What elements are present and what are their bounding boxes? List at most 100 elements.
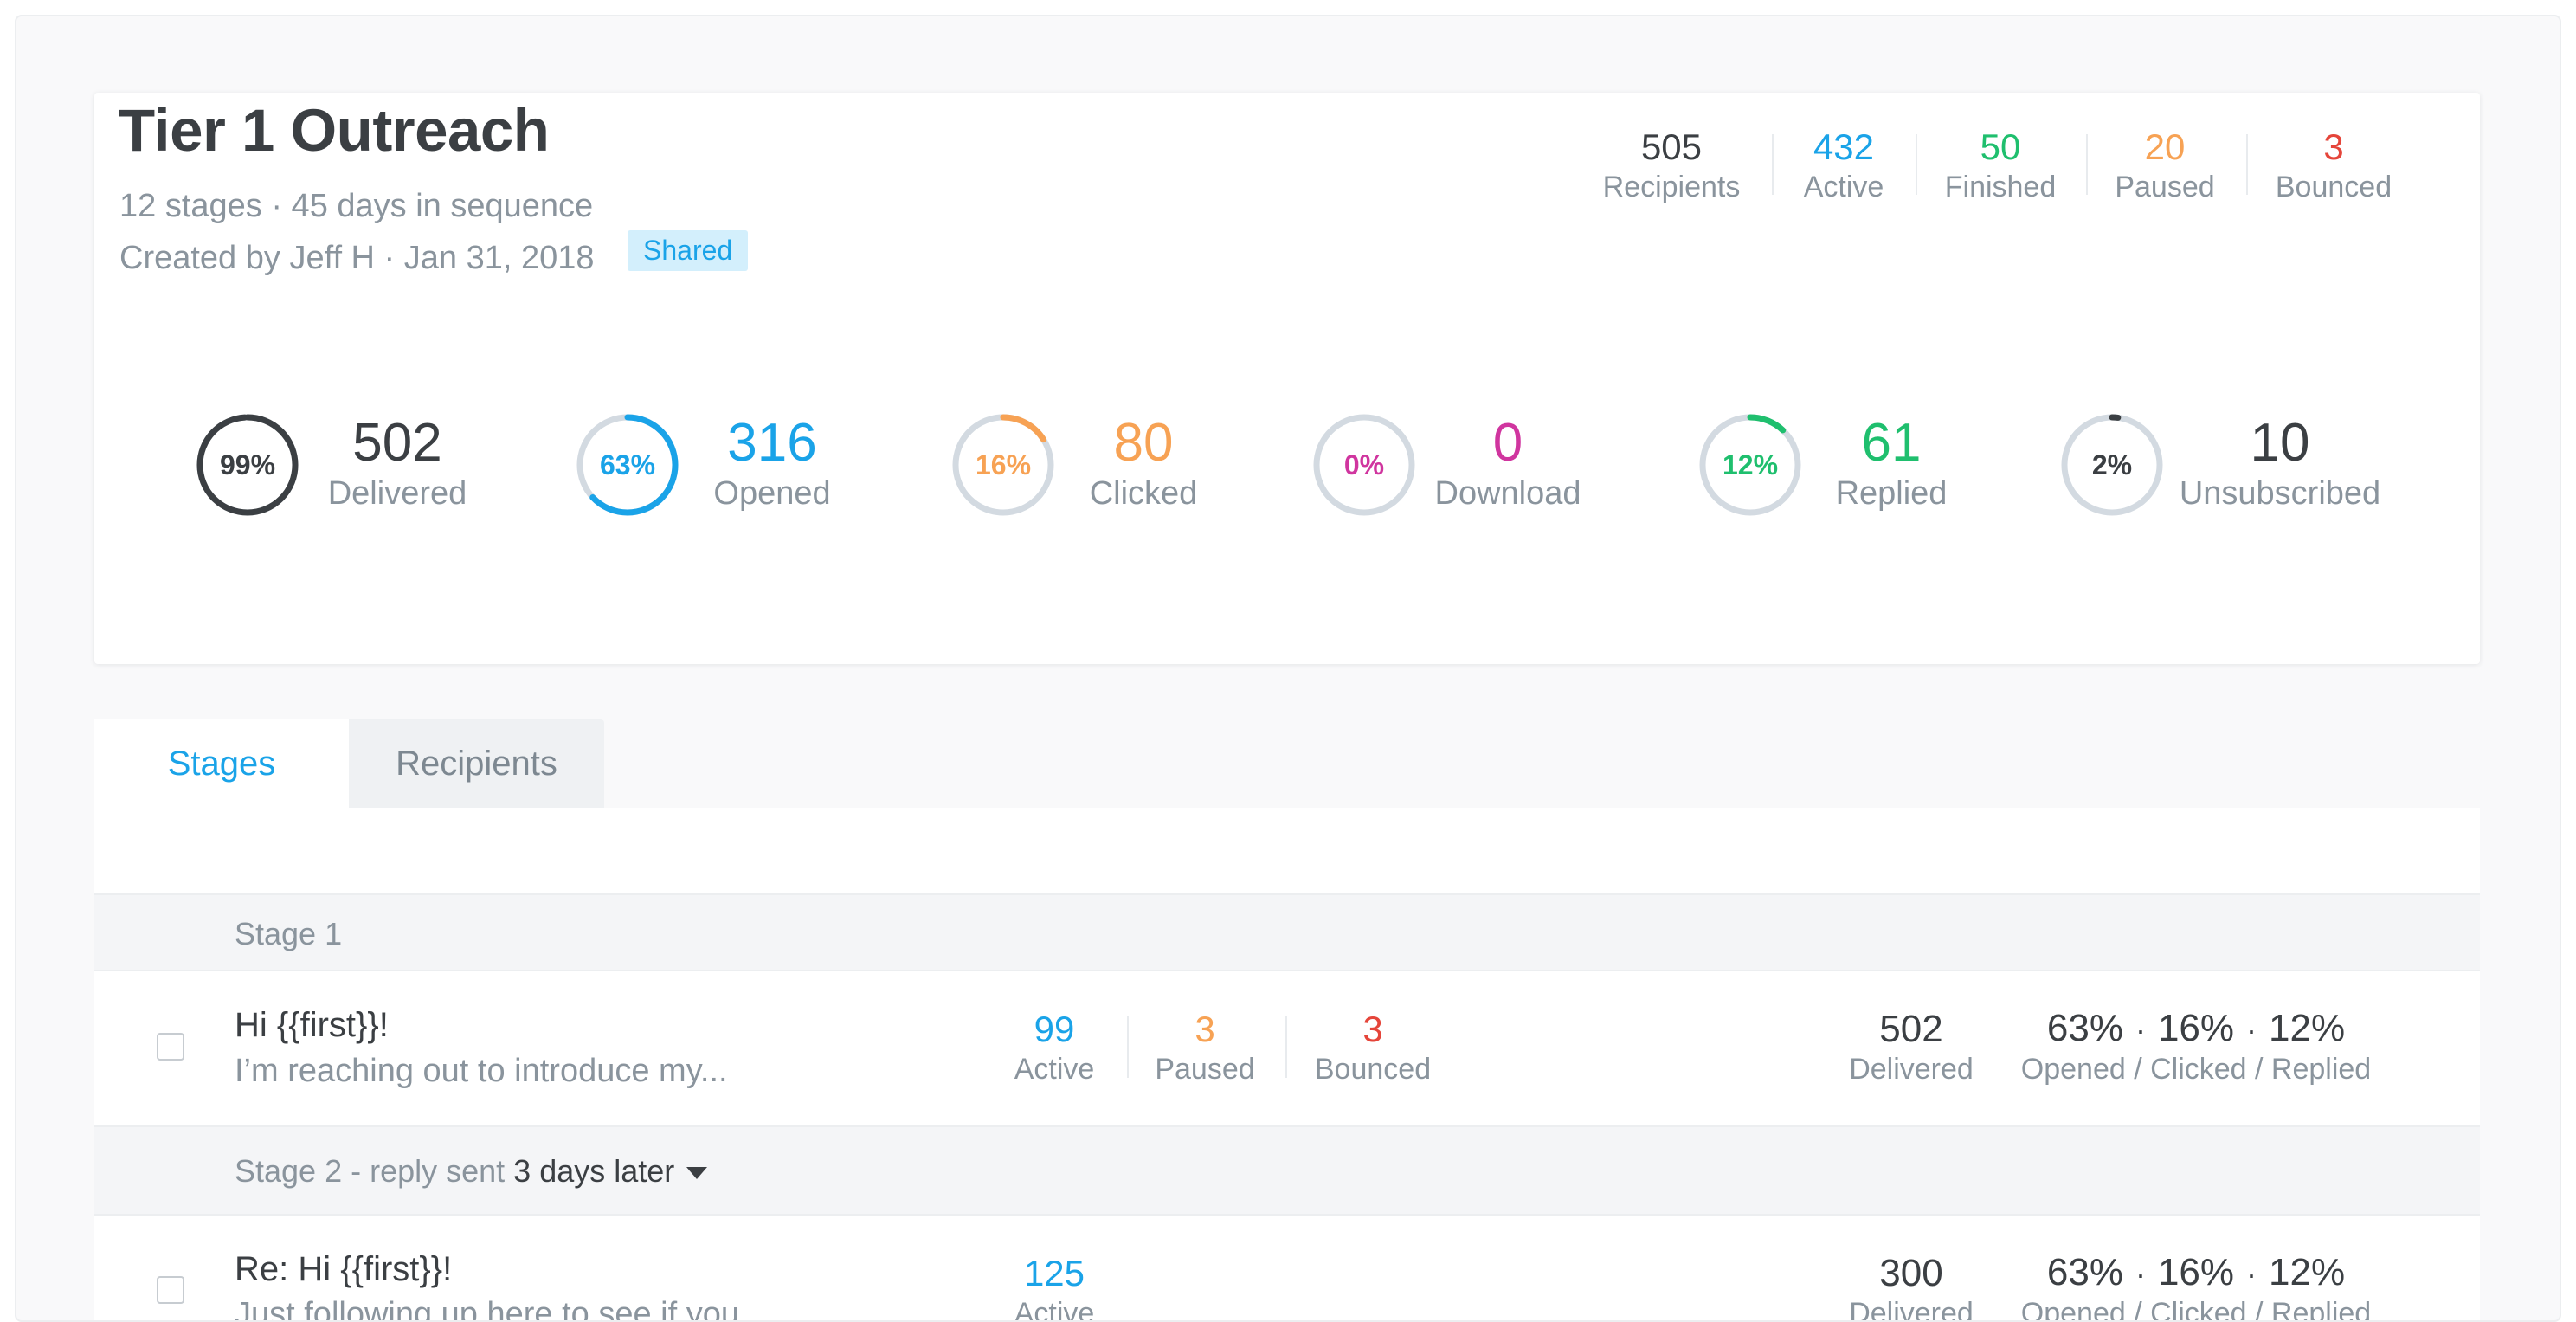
email-preview: I’m reaching out to introduce my... — [235, 1053, 728, 1089]
metric-value: 0 — [1492, 413, 1523, 473]
metric-value: 61 — [1861, 413, 1922, 473]
stage-title: Stage 2 - — [235, 1153, 370, 1189]
progress-ring-icon — [952, 414, 1054, 516]
rates-label: Opened / Clicked / Replied — [2020, 1053, 2372, 1086]
stat-label: Bounced — [1314, 1053, 1432, 1086]
ring-percent: 63% — [599, 449, 656, 480]
progress-ring-icon — [2061, 414, 2163, 516]
metric-opened[interactable]: 316 Opened — [713, 415, 830, 515]
ring-percent: 0% — [1343, 449, 1385, 480]
summary-active[interactable]: 432 Active — [1804, 126, 1884, 205]
summary-value: 505 — [1640, 126, 1703, 167]
stat-label: Active — [1014, 1053, 1095, 1086]
shared-badge: Shared — [628, 230, 749, 271]
stat-label: Active — [1014, 1297, 1095, 1322]
metric-value: 502 — [352, 413, 442, 473]
metric-label: Delivered — [327, 475, 467, 512]
stage-active[interactable]: 125 Active — [1014, 1253, 1095, 1322]
separator-dot: · — [2246, 1256, 2257, 1292]
stage-header: Stage 1 — [94, 893, 2480, 971]
stat-value: 502 — [1879, 1008, 1943, 1050]
tab-stages[interactable]: Stages — [94, 719, 349, 808]
progress-ring-icon — [196, 414, 299, 516]
sequence-overview-card — [94, 93, 2480, 664]
stage-rates[interactable]: 63% · 16% · 12% Opened / Clicked / Replied — [2021, 1007, 2371, 1088]
stage-bounced[interactable]: 3 Bounced — [1315, 1009, 1431, 1088]
metric-download[interactable]: 0 Download — [1435, 415, 1581, 515]
stage-header: Stage 2 - reply sent 3 days later — [94, 1125, 2480, 1216]
ring-percent: 12% — [1722, 449, 1779, 480]
summary-finished[interactable]: 50 Finished — [1945, 126, 2057, 205]
divider — [1916, 134, 1917, 195]
summary-bounced[interactable]: 3 Bounced — [2276, 126, 2392, 205]
metric-label: Replied — [1835, 475, 1948, 512]
stat-value: 125 — [1023, 1253, 1085, 1293]
metric-unsubscribed[interactable]: 10 Unsubscribed — [2180, 415, 2380, 515]
progress-ring-icon — [576, 414, 679, 516]
summary-label: Bounced — [2275, 171, 2392, 203]
summary-value: 20 — [2144, 126, 2186, 167]
summary-value: 432 — [1813, 126, 1875, 167]
email-subject[interactable]: Hi {{first}}! — [235, 1006, 389, 1044]
metric-value: 316 — [727, 413, 817, 473]
email-subject[interactable]: Re: Hi {{first}}! — [235, 1250, 453, 1288]
email-preview: Just following up here to see if you... — [235, 1296, 767, 1322]
metric-label: Clicked — [1089, 475, 1198, 512]
summary-label: Paused — [2115, 171, 2215, 203]
unsubscribed-ring: 2% — [2059, 412, 2165, 518]
metric-label: Download — [1434, 475, 1581, 512]
replied-rate: 12% — [2269, 1251, 2346, 1293]
summary-value: 3 — [2323, 126, 2344, 167]
stat-label: Delivered — [1849, 1297, 1974, 1322]
metric-value: 80 — [1113, 413, 1174, 473]
stage-paused[interactable]: 3 Paused — [1155, 1009, 1254, 1088]
progress-ring-icon — [1699, 414, 1801, 516]
stage-delivered[interactable]: 502 Delivered — [1849, 1009, 1974, 1088]
summary-value: 50 — [1980, 126, 2021, 167]
ring-percent: 16% — [975, 449, 1032, 480]
clicked-ring: 16% — [950, 412, 1056, 518]
summary-label: Active — [1803, 171, 1884, 203]
divider — [2086, 134, 2088, 195]
opened-ring: 63% — [575, 412, 680, 518]
divider — [1127, 1016, 1129, 1078]
stat-value: 99 — [1034, 1009, 1075, 1049]
stage-delivered[interactable]: 300 Delivered — [1849, 1252, 1974, 1322]
divider — [2246, 134, 2248, 195]
metric-label: Unsubscribed — [2179, 475, 2381, 512]
stat-label: Delivered — [1849, 1053, 1974, 1086]
stage-active[interactable]: 99 Active — [1014, 1009, 1095, 1088]
stage-checkbox[interactable] — [157, 1276, 184, 1304]
stat-value: 300 — [1879, 1252, 1943, 1294]
replied-ring: 12% — [1697, 412, 1803, 518]
download-ring: 0% — [1311, 412, 1417, 518]
separator-dot: · — [2135, 1256, 2146, 1292]
stage-delay-dropdown[interactable]: 3 days later — [513, 1153, 708, 1189]
sequence-stage-summary: 12 stages · 45 days in sequence — [119, 188, 594, 224]
tab-recipients[interactable]: Recipients — [349, 719, 604, 808]
metric-delivered[interactable]: 502 Delivered — [328, 415, 467, 515]
metric-label: Opened — [713, 475, 831, 512]
clicked-rate: 16% — [2157, 1007, 2235, 1049]
divider — [1772, 134, 1774, 195]
metric-clicked[interactable]: 80 Clicked — [1090, 415, 1198, 515]
separator-dot: · — [2135, 1012, 2146, 1048]
delivered-ring: 99% — [195, 412, 300, 518]
sequence-title: Tier 1 Outreach — [119, 97, 550, 164]
stage-reply-mode: reply sent — [370, 1153, 514, 1189]
opened-rate: 63% — [2046, 1007, 2123, 1049]
separator-dot: · — [2246, 1012, 2257, 1048]
stat-value: 3 — [1195, 1009, 1215, 1049]
stage-checkbox[interactable] — [157, 1033, 184, 1061]
summary-recipients[interactable]: 505 Recipients — [1603, 126, 1741, 205]
stage-delay-label: 3 days later — [513, 1153, 675, 1189]
progress-ring-icon — [1313, 414, 1415, 516]
stages-panel — [94, 808, 2480, 1320]
stage-rates[interactable]: 63% · 16% · 12% Opened / Clicked / Replied — [2021, 1251, 2371, 1320]
sequence-created-by: Created by Jeff H · Jan 31, 2018 — [119, 240, 595, 276]
metric-replied[interactable]: 61 Replied — [1836, 415, 1948, 515]
metric-value: 10 — [2250, 413, 2310, 473]
summary-paused[interactable]: 20 Paused — [2115, 126, 2214, 205]
divider — [1285, 1016, 1287, 1078]
replied-rate: 12% — [2269, 1007, 2346, 1049]
